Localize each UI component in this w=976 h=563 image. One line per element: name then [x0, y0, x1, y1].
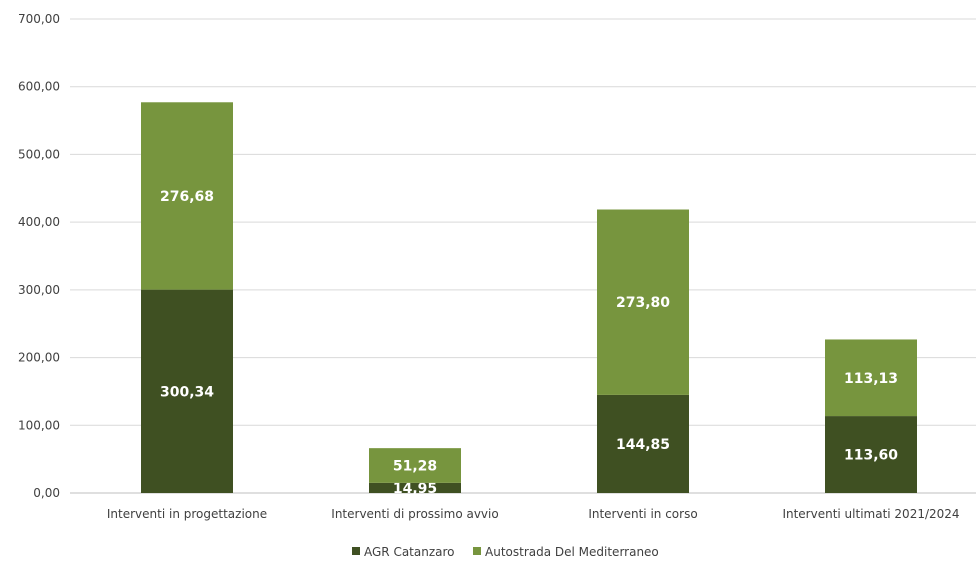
legend-swatch — [352, 547, 360, 555]
bar-segment — [141, 102, 233, 290]
data-label: 113,60 — [844, 448, 898, 464]
category-label: Interventi in corso — [588, 507, 697, 521]
category-label: Interventi di prossimo avvio — [331, 507, 498, 521]
data-label: 273,80 — [616, 295, 670, 311]
y-tick-label: 0,00 — [33, 486, 60, 500]
data-label: 51,28 — [393, 459, 437, 475]
y-tick-label: 500,00 — [18, 147, 60, 161]
data-label: 144,85 — [616, 437, 670, 453]
category-label: Interventi ultimati 2021/2024 — [782, 507, 959, 521]
bar-segment — [597, 394, 689, 493]
y-tick-label: 300,00 — [18, 283, 60, 297]
y-tick-label: 600,00 — [18, 80, 60, 94]
y-tick-label: 200,00 — [18, 351, 60, 365]
bar-segment — [597, 209, 689, 395]
legend-label: AGR Catanzaro — [364, 545, 455, 559]
data-label: 276,68 — [160, 189, 214, 205]
bar-segment — [369, 482, 461, 493]
y-tick-label: 700,00 — [18, 12, 60, 26]
category-label: Interventi in progettazione — [107, 507, 267, 521]
bar-segment — [825, 339, 917, 417]
y-tick-label: 400,00 — [18, 215, 60, 229]
legend-swatch — [473, 547, 481, 555]
bar-segment — [369, 448, 461, 483]
data-label: 113,13 — [844, 371, 898, 387]
data-label: 14,95 — [393, 481, 437, 497]
data-label: 300,34 — [160, 384, 214, 400]
bar-segment — [141, 289, 233, 493]
legend-label: Autostrada Del Mediterraneo — [485, 545, 659, 559]
y-tick-label: 100,00 — [18, 418, 60, 432]
bar-segment — [825, 416, 917, 493]
